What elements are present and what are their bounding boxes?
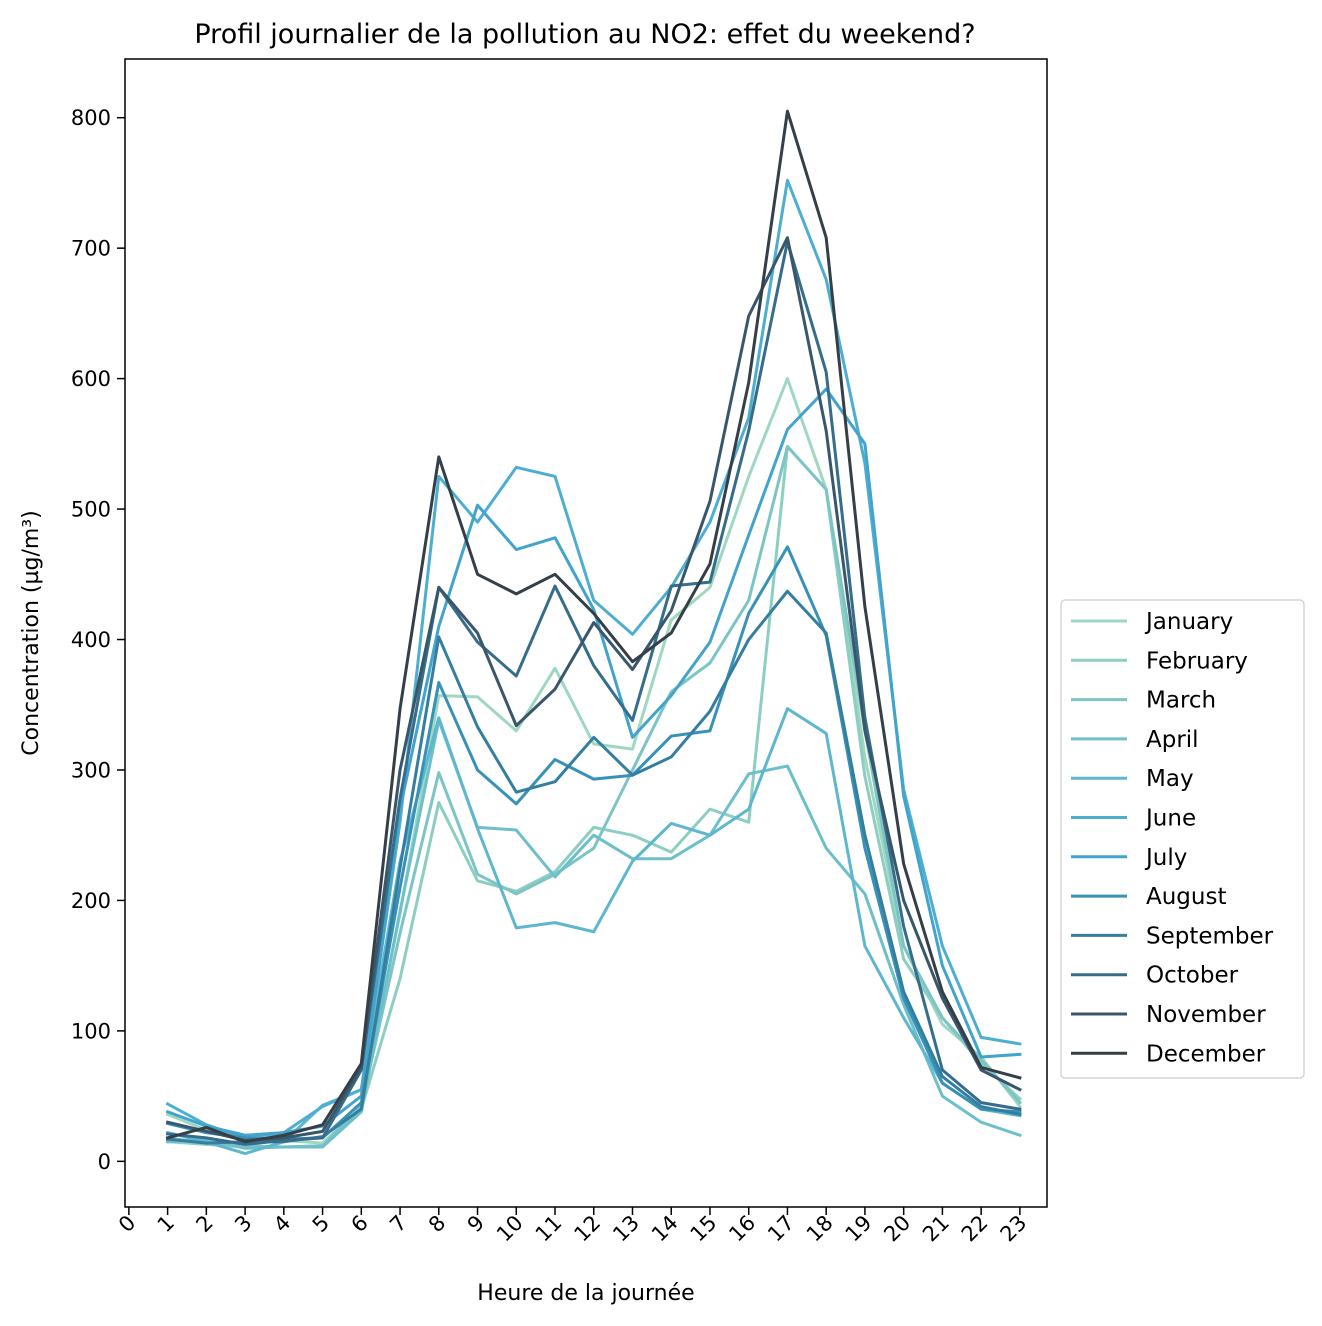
series-line-may [165, 707, 1022, 1156]
x-tick-label: 11 [531, 1211, 567, 1247]
legend-label-january: January [1144, 609, 1233, 635]
x-tick-label: 9 [463, 1211, 489, 1237]
legend-label-september: September [1146, 923, 1274, 949]
x-tick-label: 21 [918, 1211, 954, 1247]
y-tick-label: 800 [71, 106, 111, 130]
legend-label-december: December [1146, 1041, 1266, 1067]
y-tick-label: 200 [71, 889, 111, 913]
x-tick-label: 6 [346, 1211, 372, 1237]
y-tick-label: 700 [71, 237, 111, 261]
x-tick-label: 17 [763, 1211, 799, 1247]
y-tick-label: 100 [71, 1019, 111, 1043]
x-tick-label: 4 [269, 1211, 295, 1237]
x-tick-label: 14 [647, 1211, 683, 1247]
legend-label-november: November [1146, 1002, 1266, 1028]
x-tick-label: 22 [957, 1211, 993, 1247]
y-axis-label: Concentration (µg/m³) [19, 510, 44, 755]
chart-title: Profil journalier de la pollution au NO2… [194, 19, 975, 50]
legend: January February March April May June July Augu… [1060, 599, 1305, 1079]
series-lines [165, 109, 1022, 1156]
legend-label-march: March [1146, 688, 1216, 714]
y-tick-label: 300 [71, 758, 111, 782]
series-line-july [165, 387, 1022, 1137]
x-tick-label: 23 [996, 1211, 1032, 1247]
legend-label-july: July [1144, 845, 1187, 871]
x-tick-label: 12 [569, 1211, 605, 1247]
x-tick-label: 18 [802, 1211, 838, 1247]
x-tick-label: 10 [492, 1211, 528, 1247]
x-tick-label: 5 [308, 1211, 334, 1237]
legend-label-may: May [1146, 766, 1194, 792]
y-tick-label: 500 [71, 498, 111, 522]
legend-label-june: June [1144, 806, 1196, 832]
x-tick-label: 19 [841, 1211, 877, 1247]
x-tick-label: 8 [424, 1211, 450, 1237]
series-line-april [166, 718, 1022, 1150]
legend-label-april: April [1146, 727, 1199, 753]
x-tick-label: 1 [153, 1211, 179, 1237]
series-line-january [165, 377, 1022, 1145]
x-tick-label: 0 [114, 1211, 140, 1237]
x-axis-label: Heure de la journée [477, 1281, 694, 1306]
legend-label-february: February [1146, 648, 1248, 674]
y-tick-label: 0 [98, 1150, 111, 1174]
x-tick-label: 2 [191, 1211, 217, 1237]
x-tick-label: 15 [686, 1211, 722, 1247]
legend-items: January February March April May June July Augu… [1071, 609, 1274, 1067]
x-tick-label: 20 [879, 1211, 915, 1247]
x-tick-label: 16 [724, 1211, 760, 1247]
legend-box [1060, 599, 1305, 1079]
y-tick-label: 400 [71, 628, 111, 652]
legend-label-august: August [1146, 884, 1227, 910]
series-line-december [165, 109, 1022, 1144]
x-axis-ticks: 0 1 2 3 4 5 6 7 8 9 10 11 12 13 14 15 16 17 18 19 20 21 22 23 [114, 1207, 1031, 1246]
plot-area-frame [124, 58, 1048, 1208]
series-line-november [165, 236, 1022, 1142]
y-tick-label: 600 [71, 367, 111, 391]
x-tick-label: 3 [230, 1211, 256, 1237]
legend-label-october: October [1146, 963, 1239, 989]
y-axis-ticks: 0 100 200 300 400 500 600 700 800 [71, 106, 125, 1174]
x-tick-label: 7 [385, 1211, 411, 1237]
x-tick-label: 13 [608, 1211, 644, 1247]
